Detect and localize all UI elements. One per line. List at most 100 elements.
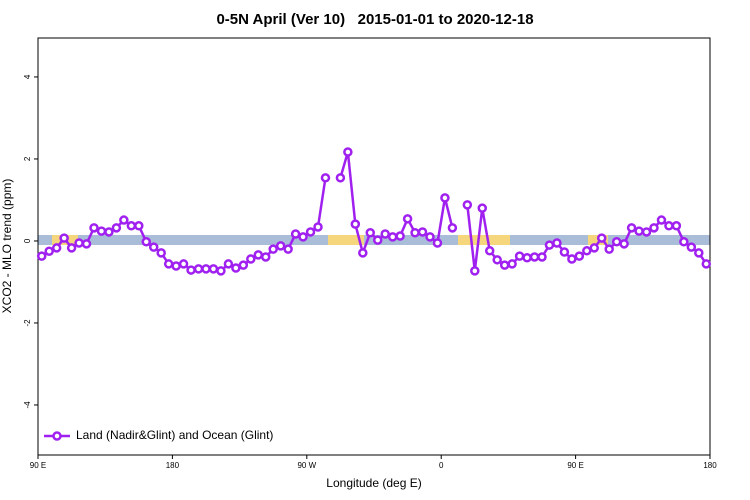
data-point xyxy=(522,253,532,263)
data-point xyxy=(66,243,77,253)
data-point xyxy=(686,242,697,252)
x-tick-label: 90 E xyxy=(567,461,583,470)
data-point xyxy=(641,227,652,237)
data-point xyxy=(477,203,488,213)
data-point xyxy=(679,237,689,247)
data-point xyxy=(290,229,301,239)
data-point xyxy=(313,222,323,232)
data-point xyxy=(626,223,637,233)
data-point xyxy=(470,266,480,276)
data-point xyxy=(664,221,674,231)
data-point xyxy=(238,260,249,270)
data-point xyxy=(44,246,54,256)
ocean-band xyxy=(328,235,364,245)
data-point xyxy=(134,221,144,231)
data-point xyxy=(499,260,510,270)
data-point xyxy=(283,244,293,254)
data-point xyxy=(231,263,241,273)
data-point xyxy=(529,252,540,262)
data-point xyxy=(223,259,234,269)
y-tick-label: 2 xyxy=(23,156,32,161)
x-tick-label: 90 E xyxy=(30,461,46,470)
data-point xyxy=(141,237,152,247)
data-point xyxy=(163,259,174,269)
data-point xyxy=(544,240,555,250)
data-point xyxy=(171,261,181,271)
data-point xyxy=(126,221,137,231)
data-point xyxy=(649,223,659,233)
data-point xyxy=(372,235,383,245)
y-axis-label: XCO2 - MLO trend (ppm) xyxy=(0,179,14,314)
data-point xyxy=(567,254,577,264)
data-point xyxy=(365,228,376,238)
data-point xyxy=(298,232,308,242)
data-point xyxy=(634,226,644,236)
data-point xyxy=(507,259,517,269)
data-point xyxy=(36,251,47,261)
data-point xyxy=(156,248,166,258)
data-point xyxy=(574,251,585,261)
x-tick-label: 180 xyxy=(703,461,717,470)
data-point xyxy=(410,228,420,238)
data-point xyxy=(425,232,435,242)
data-point xyxy=(96,226,107,236)
data-point xyxy=(74,238,84,248)
data-point xyxy=(619,239,629,249)
data-point xyxy=(582,246,592,256)
data-point xyxy=(275,241,286,251)
x-axis-label: Longitude (deg E) xyxy=(326,476,421,490)
data-point xyxy=(201,264,211,274)
data-point xyxy=(604,244,614,254)
data-point xyxy=(596,233,607,243)
data-point xyxy=(260,252,271,262)
data-point xyxy=(447,223,458,233)
y-tick-label: -2 xyxy=(23,319,32,327)
data-point xyxy=(358,248,368,258)
data-point xyxy=(701,259,712,269)
data-point xyxy=(216,266,226,276)
data-point xyxy=(440,193,450,203)
data-point xyxy=(111,223,122,233)
y-tick-label: 4 xyxy=(23,74,32,79)
y-tick-label: 0 xyxy=(23,238,32,243)
y-tick-label: -4 xyxy=(23,401,32,409)
legend-label: Land (Nadir&Glint) and Ocean (Glint) xyxy=(76,428,273,442)
data-point xyxy=(335,173,346,183)
data-point xyxy=(119,215,129,225)
data-point xyxy=(395,231,405,241)
data-point xyxy=(484,246,495,256)
data-point xyxy=(59,233,69,243)
data-point xyxy=(387,232,398,242)
data-point xyxy=(253,250,264,260)
data-point xyxy=(350,219,361,229)
data-point xyxy=(552,238,562,248)
data-point xyxy=(492,255,502,265)
data-point xyxy=(589,243,600,253)
data-point xyxy=(104,227,114,237)
data-point xyxy=(343,147,353,157)
data-point xyxy=(694,248,704,258)
data-point xyxy=(305,227,316,237)
x-tick-label: 90 W xyxy=(297,461,316,470)
data-point xyxy=(432,238,443,248)
data-point xyxy=(81,239,92,249)
data-point xyxy=(51,243,62,253)
data-point xyxy=(462,200,473,210)
data-point xyxy=(208,264,219,274)
data-point xyxy=(559,247,570,257)
data-point xyxy=(402,214,413,224)
data-point xyxy=(380,229,390,239)
data-point xyxy=(537,252,547,262)
data-point xyxy=(611,237,622,247)
data-point xyxy=(514,251,525,261)
data-point xyxy=(89,223,99,233)
plot-frame xyxy=(37,37,711,456)
x-tick-label: 0 xyxy=(439,461,444,470)
data-point xyxy=(656,215,667,225)
data-point xyxy=(193,264,204,274)
data-point xyxy=(268,244,278,254)
legend-marker xyxy=(52,431,62,441)
data-point xyxy=(186,265,196,275)
data-point xyxy=(417,227,428,237)
